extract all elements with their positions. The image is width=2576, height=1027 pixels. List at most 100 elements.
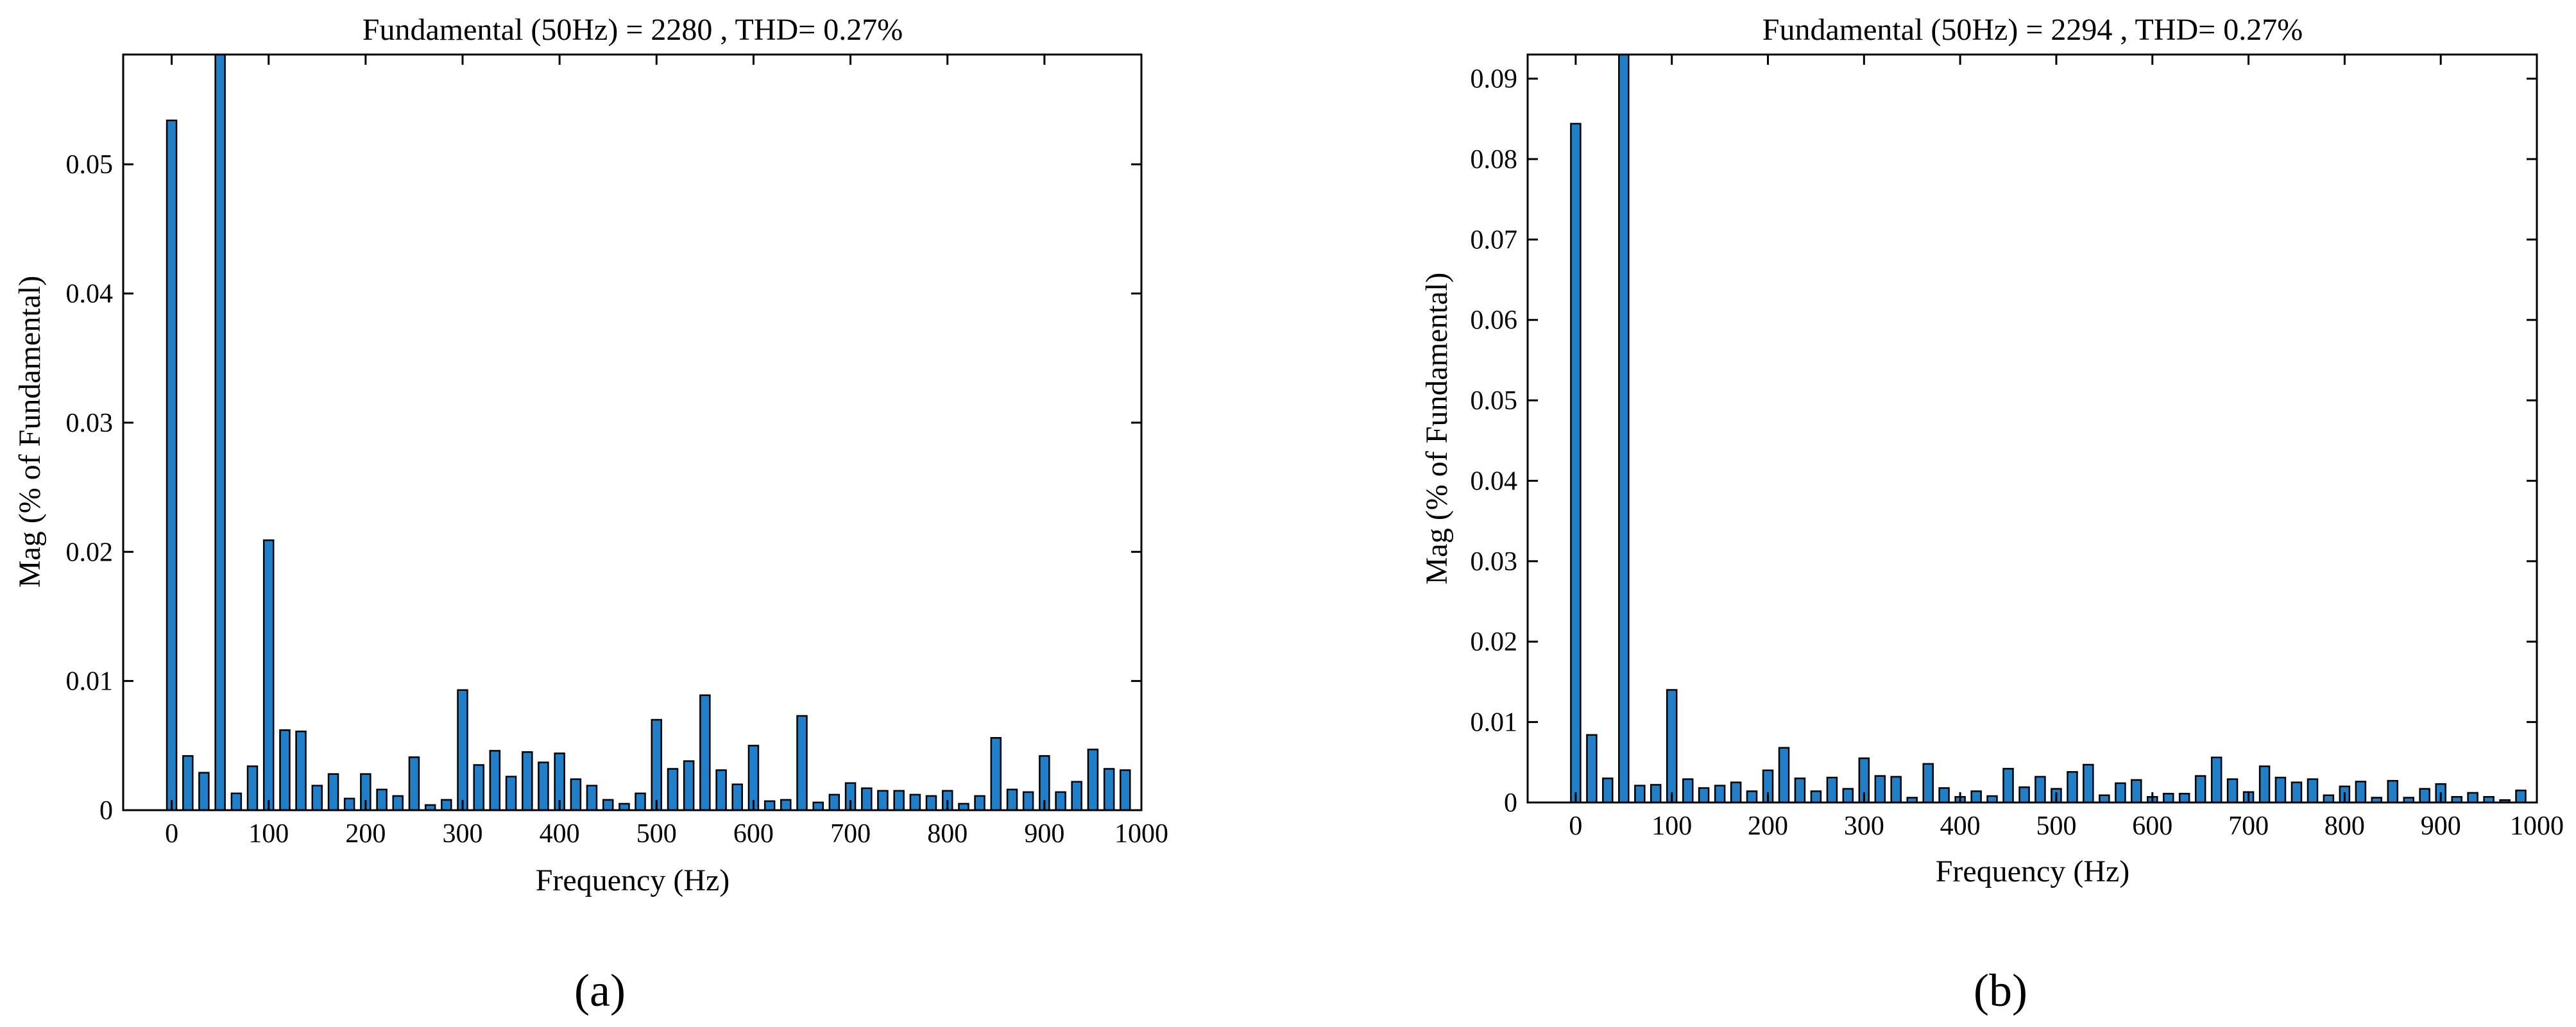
bar-b-59 [2515,789,2527,804]
x-axis-label-b: Frequency (Hz) [1936,854,2130,888]
chart-panel-a: Fundamental (50Hz) = 2280 , THD= 0.27% 0… [13,13,1168,1016]
bar-a-40 [812,801,824,811]
bar-a-14 [392,795,404,811]
bar-a-53 [1022,791,1034,811]
bar-a-3 [214,53,226,811]
y-tick-label-b-8: 0.08 [1471,145,1518,174]
bar-b-19 [1874,775,1886,804]
y-tick-label-a-2: 0.02 [66,538,114,567]
bar-b-43 [2258,765,2271,804]
bar-a-27 [602,799,614,811]
axes-frame-a [122,53,1143,811]
bar-b-34 [2115,782,2126,804]
bar-b-46 [2307,778,2319,804]
ticks-b: 0 100 200 300 400 500 600 700 800 900 1000 0 0.01 0.0… [1471,55,2564,841]
bar-b-2 [1602,777,1614,804]
bar-b-15 [1810,790,1822,804]
bar-a-26 [586,785,598,811]
bar-b-37 [2163,792,2174,804]
bar-b-53 [2419,788,2430,804]
bar-a-35 [731,783,743,811]
bar-b-16 [1826,776,1838,804]
chart-title-a: Fundamental (50Hz) = 2280 , THD= 0.27% [363,13,903,47]
x-tick-label-a-5: 500 [636,819,677,849]
bar-a-15 [408,756,420,811]
bar-b-56 [2467,792,2478,804]
x-axis-label-a: Frequency (Hz) [536,863,730,897]
x-tick-label-a-9: 900 [1024,819,1064,849]
y-tick-label-b-3: 0.03 [1471,547,1518,577]
bar-a-33 [699,694,711,811]
bar-b-35 [2130,779,2142,804]
bar-b-9 [1714,785,1726,804]
bar-a-2 [198,772,210,811]
bar-a-58 [1103,768,1115,811]
axes-frame-b [1526,53,2538,804]
x-tick-label-a-3: 300 [443,819,483,849]
bar-b-44 [2274,776,2287,804]
bar-a-30 [651,718,663,811]
bar-b-7 [1682,778,1694,804]
y-tick-label-b-0: 0 [1504,788,1517,818]
bar-a-10 [327,773,339,811]
x-tick-label-a-0: 0 [165,819,178,849]
y-tick-label-b-2: 0.02 [1471,627,1518,657]
y-tick-label-b-4: 0.04 [1471,466,1518,496]
x-tick-label-a-7: 700 [830,819,871,849]
bar-a-1 [182,755,194,811]
bar-a-21 [505,776,517,811]
panel-caption-b: (b) [1974,965,2027,1016]
bar-b-45 [2290,781,2303,804]
x-tick-label-a-4: 400 [540,819,580,849]
bar-a-56 [1071,781,1082,811]
x-tick-label-a-8: 800 [927,819,968,849]
bar-a-8 [295,730,307,811]
bar-b-27 [2002,768,2014,804]
bar-a-32 [683,760,695,811]
x-tick-label-b-4: 400 [1940,811,1981,841]
bar-b-47 [2323,794,2335,804]
bar-a-45 [893,790,905,811]
bar-b-1 [1586,734,1598,804]
bar-a-9 [311,785,323,811]
bar-a-25 [570,778,582,811]
bar-a-6 [262,539,275,811]
bar-b-38 [2178,792,2190,804]
bar-a-29 [635,792,646,811]
y-tick-label-b-5: 0.05 [1471,386,1518,416]
bar-a-22 [522,751,533,811]
x-tick-label-b-3: 300 [1844,811,1884,841]
bars-b [1570,53,2527,804]
bar-a-31 [667,768,679,811]
bar-a-47 [925,795,937,811]
bar-a-50 [974,795,985,811]
bar-a-0 [166,119,178,811]
bar-b-20 [1890,776,1902,804]
bar-a-38 [780,799,792,811]
bar-b-25 [1970,790,1982,804]
bar-b-51 [2387,779,2399,804]
bar-b-10 [1730,781,1742,804]
bar-a-49 [958,802,969,811]
x-tick-label-b-8: 800 [2324,811,2365,841]
bar-b-31 [2067,771,2078,804]
bar-b-32 [2083,763,2094,804]
bar-a-5 [246,765,259,811]
chart-panel-b: Fundamental (50Hz) = 2294 , THD= 0.27% 0… [1420,13,2564,1016]
bar-b-13 [1778,747,1790,804]
x-tick-label-b-9: 900 [2421,811,2461,841]
bar-a-44 [877,790,889,811]
x-tick-label-a-2: 200 [345,819,386,849]
bar-a-23 [538,761,549,811]
y-tick-label-b-6: 0.06 [1471,306,1518,335]
y-tick-label-a-4: 0.04 [66,280,114,309]
bar-a-41 [828,794,840,811]
x-tick-label-b-10: 1000 [2510,811,2564,841]
bar-a-51 [990,736,1002,811]
y-tick-label-a-3: 0.03 [66,409,114,438]
y-axis-label-a: Mag (% of Fundamental) [13,276,47,588]
x-tick-label-b-2: 200 [1748,811,1788,841]
bar-b-26 [1986,795,1998,804]
bar-b-11 [1746,790,1758,804]
